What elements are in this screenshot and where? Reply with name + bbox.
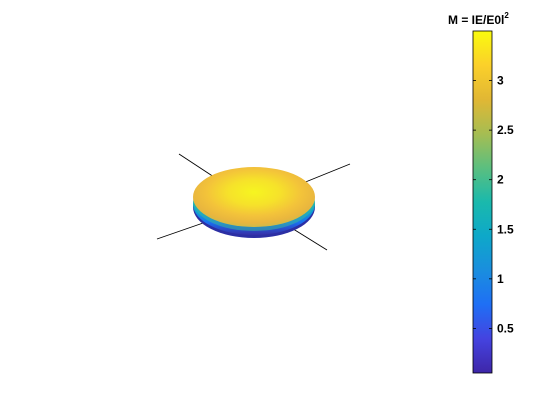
axis-line-lower-right xyxy=(289,226,328,251)
axis-lines xyxy=(156,153,351,251)
colorbar-tick-label: 1.5 xyxy=(497,222,514,236)
colorbar-title: M = IE/E0l2 xyxy=(448,11,509,27)
spheroid-surface xyxy=(193,167,315,238)
colorbar-tick-label: 2.5 xyxy=(497,123,514,137)
spheroid-top xyxy=(193,167,315,227)
colorbar-tick-label: 3 xyxy=(497,74,504,88)
colorbar-tick-label: 1 xyxy=(497,272,504,286)
axis-line-upper-left xyxy=(178,153,215,178)
colorbar-gradient-bar xyxy=(472,30,493,374)
axis-line-lower-left xyxy=(156,221,207,240)
colorbar-ticks: 0.5 1 1.5 2 2.5 3 xyxy=(473,74,514,335)
colorbar-tick-label: 2 xyxy=(497,173,504,187)
colorbar: M = IE/E0l2 0.5 1 1.5 2 2.5 3 xyxy=(448,11,514,374)
colorbar-tick-label: 0.5 xyxy=(497,321,514,335)
axis-line-upper-right xyxy=(302,163,351,184)
